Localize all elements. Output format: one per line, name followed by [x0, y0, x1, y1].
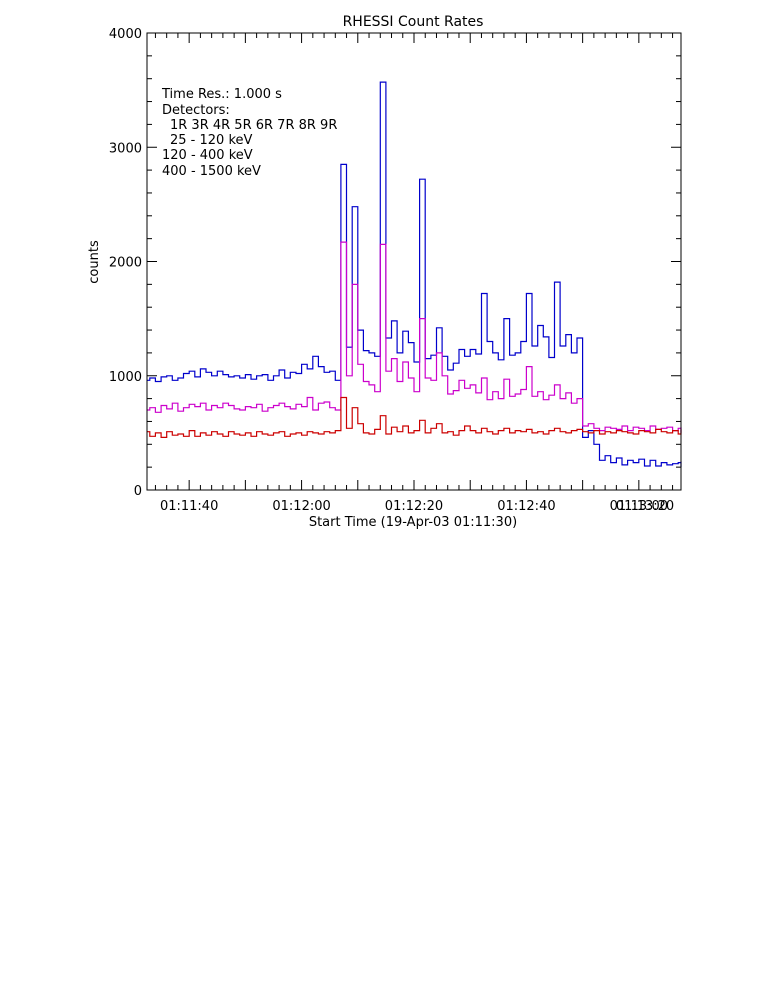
chart-title: RHESSI Count Rates: [343, 14, 484, 30]
y-tick-label: 3000: [109, 141, 142, 156]
series-line-1: [147, 81, 682, 468]
x-tick-label: 01:12:00: [272, 499, 330, 514]
plot-series: [147, 81, 682, 468]
x-tick-label: 01:13:20: [616, 499, 674, 514]
legend-detectors: 1R 3R 4R 5R 6R 7R 8R 9R: [170, 118, 337, 133]
y-axis-label: counts: [87, 240, 102, 284]
x-tick-labels: 01:11:40 01:12:00 01:12:20 01:12:40 01:13:00…: [160, 499, 674, 514]
y-tick-label: 2000: [109, 256, 142, 271]
y-tick-label: 4000: [109, 27, 142, 42]
x-tick-label: 01:11:40: [160, 499, 218, 514]
legend-series-1: 25 - 120 keV: [170, 133, 253, 148]
legend-time-res: Time Res.: 1.000 s: [161, 87, 282, 102]
x-tick-label: 01:13:00: [610, 499, 668, 514]
x-tick-label: 01:12:40: [497, 499, 555, 514]
y-tick-labels: 0 1000 2000 3000 4000: [109, 27, 142, 499]
y-tick-label: 1000: [109, 370, 142, 385]
y-tick-label: 0: [134, 484, 142, 499]
legend-series-2: 120 - 400 keV: [162, 148, 253, 163]
legend-detectors-label: Detectors:: [162, 103, 230, 118]
legend: Time Res.: 1.000 s Detectors: 1R 3R 4R 5…: [161, 87, 337, 179]
legend-series-3: 400 - 1500 keV: [162, 164, 261, 179]
series-line-2: [147, 241, 682, 433]
series-line-3: [147, 396, 682, 438]
axis-ticks: [147, 32, 681, 491]
x-axis-label: Start Time (19-Apr-03 01:11:30): [309, 515, 517, 530]
x-tick-label: 01:12:20: [385, 499, 443, 514]
